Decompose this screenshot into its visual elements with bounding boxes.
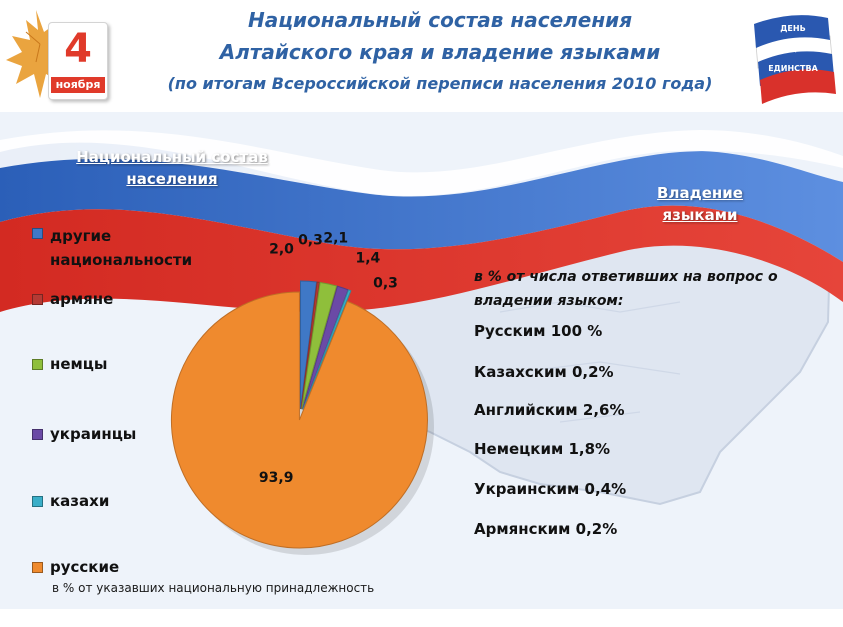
legend-label: другие национальности bbox=[50, 227, 193, 269]
calendar-day: 4 bbox=[64, 26, 92, 72]
pie-slice-armenians bbox=[300, 281, 321, 410]
calendar-month: ноября bbox=[51, 77, 105, 93]
badge-text-line2: НАРОДНОГО bbox=[763, 44, 823, 53]
pie-slice-russians bbox=[170, 291, 428, 549]
language-item-english: Английским 2,6% bbox=[474, 401, 625, 419]
legend-swatch bbox=[32, 228, 43, 239]
pie-slice-other bbox=[300, 280, 318, 410]
language-item-ukrainian: Украинским 0,4% bbox=[474, 480, 627, 498]
badge-emblem-icon bbox=[754, 15, 836, 104]
legend-label: армяне bbox=[50, 290, 114, 308]
language-item-german: Немецким 1,8% bbox=[474, 440, 611, 458]
calendar-icon: 4 ноября bbox=[6, 2, 116, 110]
languages-heading-line1: Владение bbox=[657, 184, 743, 202]
calendar-page: 4 ноября bbox=[48, 22, 108, 100]
badge-text-line1: ДЕНЬ bbox=[780, 24, 806, 33]
legend-label: русские bbox=[50, 558, 120, 576]
main-panel: Национальный состав населения другие нац… bbox=[0, 112, 843, 627]
unity-day-badge: ДЕНЬ НАРОДНОГО ЕДИНСТВА bbox=[748, 6, 838, 106]
population-footnote: в % от указавших национальную принадлежн… bbox=[52, 581, 375, 595]
legend-swatch bbox=[32, 359, 43, 370]
legend-label: украинцы bbox=[50, 425, 137, 443]
header: 4 ноября Национальный состав населения А… bbox=[0, 0, 843, 112]
pie-value-label: 0,3 bbox=[373, 275, 398, 291]
flag-background bbox=[0, 112, 843, 627]
languages-heading-line2: языками bbox=[662, 206, 738, 224]
pie-value-label: 1,4 bbox=[355, 251, 380, 267]
legend-swatch bbox=[32, 562, 43, 573]
language-item-kazakh: Казахским 0,2% bbox=[474, 363, 614, 381]
languages-intro: в % от числа ответивших на вопрос о влад… bbox=[474, 269, 778, 309]
legend-swatch bbox=[32, 496, 43, 507]
pie-chart: 2,00,3 2,11,40,393,9 bbox=[170, 230, 434, 555]
pie-value-label: 2,0 bbox=[269, 241, 294, 257]
population-heading-line1: Национальный состав bbox=[76, 148, 268, 166]
population-heading-line2: населения bbox=[126, 170, 218, 188]
badge-text-line3: ЕДИНСТВА bbox=[768, 64, 818, 73]
legend-label: казахи bbox=[50, 492, 110, 510]
legend-swatch bbox=[32, 294, 43, 305]
pie-value-label: 0,3 bbox=[298, 232, 323, 248]
pie-value-label: 93,9 bbox=[259, 470, 294, 486]
legend-swatch bbox=[32, 429, 43, 440]
pie-value-label: 2,1 bbox=[323, 230, 348, 246]
pie-slice-kazakhs bbox=[302, 289, 352, 410]
language-item-russian: Русским 100 % bbox=[474, 322, 603, 340]
language-item-armenian: Армянским 0,2% bbox=[474, 520, 618, 538]
page-subtitle: (по итогам Всероссийской переписи населе… bbox=[167, 74, 713, 93]
page-title-line1: Национальный состав населения bbox=[247, 8, 633, 32]
legend-label: немцы bbox=[50, 355, 108, 373]
pie-slice-germans bbox=[301, 281, 338, 410]
page-title-line2: Алтайского края и владение языками bbox=[219, 40, 661, 64]
